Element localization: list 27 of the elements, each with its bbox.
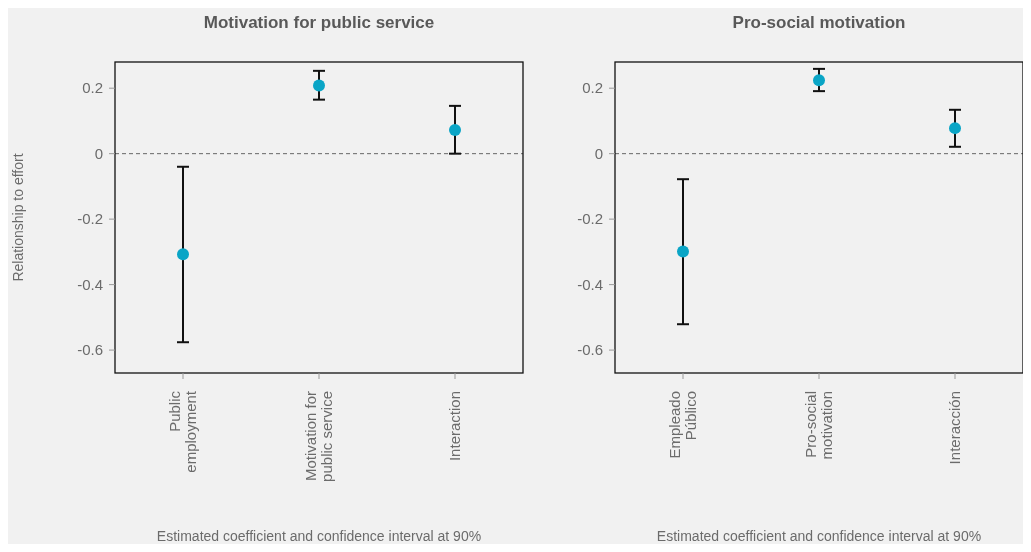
y-tick-label: 0 (94, 144, 103, 162)
x-axis-title: Estimated coefficient and confidence interval at 90% (656, 528, 982, 544)
y-axis-title: Relationship to effort (10, 153, 26, 282)
y-tick-label: 0.2 (582, 79, 603, 97)
x-tick-label: Interaction (446, 391, 464, 462)
y-tick-label: -0.6 (77, 341, 103, 359)
point (813, 74, 825, 87)
x-tick-label: Motivation for public service (302, 391, 336, 482)
y-tick-label: -0.6 (577, 341, 603, 359)
x-axis-title: Estimated coefficient and confidence interval at 90% (156, 528, 482, 544)
point (949, 122, 961, 135)
x-tick-label: Empleado Público (666, 391, 700, 459)
point (313, 79, 325, 92)
x-tick-label: Public employment (166, 390, 200, 473)
y-tick-label: 0.2 (82, 79, 103, 97)
point (677, 245, 689, 258)
point (449, 124, 461, 137)
x-tick-label: Interacción (946, 391, 964, 465)
chart-title: Pro-social motivation (732, 13, 906, 32)
y-tick-label: -0.2 (77, 210, 103, 228)
y-tick-label: -0.2 (577, 210, 603, 228)
y-tick-label: -0.4 (577, 275, 603, 293)
chart-title: Motivation for public service (203, 13, 435, 32)
point (177, 248, 189, 261)
x-tick-label: Pro-social motivation (802, 391, 836, 460)
y-tick-label: 0 (594, 144, 603, 162)
y-tick-label: -0.4 (77, 275, 103, 293)
